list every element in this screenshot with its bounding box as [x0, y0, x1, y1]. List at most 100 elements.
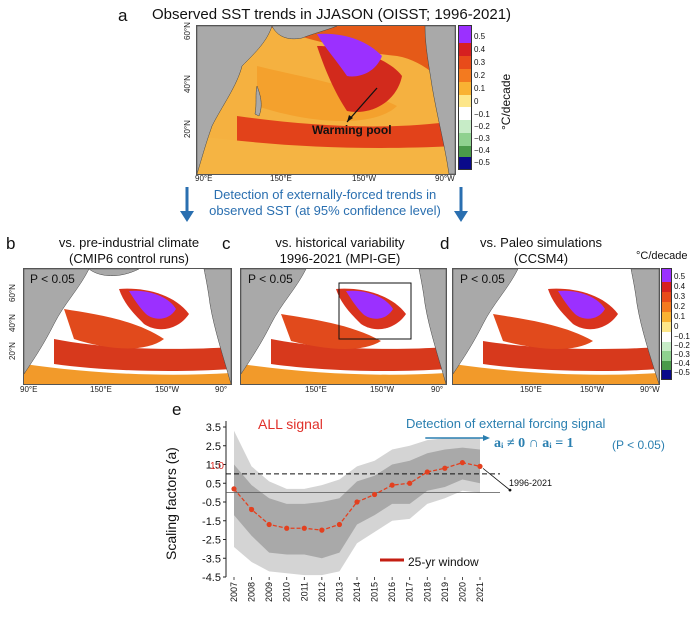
- colorbar-tick: 0: [474, 97, 479, 106]
- colorbar-tick: 0.1: [674, 312, 686, 321]
- data-point: [266, 521, 272, 528]
- x-tick-label: 2010: [282, 582, 292, 602]
- colorbar-tick: −0.3: [674, 350, 690, 359]
- colorbar-tick: −0.3: [474, 134, 490, 143]
- y-tick-label: 0.5: [206, 478, 221, 490]
- lon-tick: 90°E: [195, 174, 213, 183]
- x-tick-label: 2019: [440, 582, 450, 602]
- colorbar-tick: −0.2: [474, 122, 490, 131]
- detection-signal-label: Detection of external forcing signal: [406, 416, 606, 431]
- x-tick-label: 2015: [370, 582, 380, 602]
- y-tick-label: 2.5: [206, 441, 221, 453]
- data-point: [248, 506, 255, 513]
- panel-a-title: Observed SST trends in JJASON (OISST; 19…: [152, 6, 512, 23]
- lon-tick: 150°E: [305, 385, 327, 394]
- lon-tick: 90°: [215, 385, 228, 394]
- y-tick-label: 3.5: [206, 422, 221, 434]
- lat-tick: 60°N: [8, 284, 17, 302]
- panel-c-title: vs. historical variability 1996-2021 (MP…: [240, 235, 440, 267]
- y-tick-label: -1.5: [202, 516, 221, 528]
- period-pointer: [482, 468, 511, 491]
- lat-tick: 20°N: [8, 342, 17, 360]
- colorbar-tick: 0.5: [674, 272, 686, 281]
- colorbar-tick: 0.5: [474, 32, 486, 41]
- scaling-factor-chart: 3.5 2.5 1.5 0.5 -0.5 -1.5 -2.5 -3.5 -4.5 2007 2008…: [202, 421, 512, 602]
- lon-tick: 90°: [431, 385, 444, 394]
- x-tick-label: 2020: [457, 582, 467, 602]
- map-panel-c: [240, 268, 447, 385]
- data-point: [459, 460, 466, 466]
- panel-d-pvalue: P < 0.05: [460, 272, 505, 286]
- map-panel-b: [23, 268, 232, 385]
- x-tick-label: 2018: [422, 582, 432, 602]
- x-tick-label: 2017: [405, 582, 415, 602]
- data-point: [301, 525, 307, 531]
- colorbar-tick: 0.1: [474, 84, 486, 93]
- y-tick-label: -0.5: [202, 497, 221, 509]
- sst-map-b: [24, 269, 231, 384]
- data-point: [371, 491, 378, 498]
- colorbar-d: [661, 268, 672, 380]
- x-tick-label: 2011: [299, 582, 309, 601]
- y-tick-label: 1.5: [206, 460, 221, 472]
- panel-d-letter: d: [440, 234, 450, 253]
- lat-tick: 60°N: [183, 22, 192, 40]
- colorbar-tick: 0.4: [674, 282, 686, 291]
- data-point: [477, 463, 483, 469]
- panel-e-letter: e: [172, 400, 182, 419]
- lon-tick: 90°W: [435, 174, 455, 183]
- panel-b-pvalue: P < 0.05: [30, 272, 75, 286]
- colorbar-tick: −0.1: [474, 110, 490, 119]
- colorbar-a: [458, 25, 472, 170]
- colorbar-tick: 0.3: [474, 58, 486, 67]
- panel-d-title: vs. Paleo simulations (CCSM4): [456, 235, 626, 267]
- condition-pvalue: (P < 0.05): [612, 438, 665, 452]
- map-panel-a: [196, 25, 456, 175]
- sst-map-c: [241, 269, 446, 384]
- colorbar-a-unit: °C/decade: [499, 73, 513, 130]
- sst-map-a: [197, 26, 455, 174]
- panel-c-pvalue: P < 0.05: [248, 272, 293, 286]
- data-point: [442, 465, 448, 471]
- legend-label: 25-yr window: [408, 555, 479, 569]
- all-signal-label: ALL signal: [258, 416, 323, 432]
- panel-b-title-line1: vs. pre-industrial climate: [58, 235, 200, 250]
- colorbar-tick: −0.2: [674, 341, 690, 350]
- x-tick-label: 2009: [264, 582, 274, 602]
- y-tick-label: -4.5: [202, 572, 221, 584]
- data-point: [424, 469, 430, 475]
- x-tick-label: 2021: [475, 582, 485, 602]
- panel-b-title-line2: (CMIP6 control runs): [69, 251, 189, 266]
- colorbar-tick: 0.4: [474, 45, 486, 54]
- lon-tick: 150°E: [270, 174, 292, 183]
- data-point: [389, 482, 395, 488]
- detection-arrow-head: [483, 435, 490, 441]
- data-point: [231, 486, 237, 492]
- data-point: [336, 521, 343, 528]
- colorbar-tick: −0.4: [674, 359, 690, 368]
- colorbar-tick: 0.2: [474, 71, 486, 80]
- lat-tick: 40°N: [8, 314, 17, 332]
- lon-tick: 90°W: [640, 385, 660, 394]
- x-tick-label: 2007: [229, 582, 239, 602]
- detection-arrows: [180, 187, 468, 222]
- lon-tick: 150°E: [520, 385, 542, 394]
- data-point: [284, 525, 290, 531]
- x-tick-label: 2016: [387, 582, 397, 602]
- panel-c-title-line1: vs. historical variability: [275, 235, 405, 250]
- y-tick-label: -2.5: [202, 535, 221, 547]
- period-label: 1996-2021: [509, 478, 553, 488]
- lon-tick: 150°W: [370, 385, 395, 394]
- x-tick-label: 2008: [247, 582, 257, 602]
- condition-formula: aᵢ ≠ 0 ∩ aᵢ = 1: [494, 436, 574, 451]
- data-point: [354, 499, 360, 505]
- colorbar-d-unit: °C/decade: [636, 250, 688, 262]
- lat-tick: 20°N: [183, 120, 192, 138]
- colorbar-tick: −0.4: [474, 146, 490, 155]
- panel-c-title-line2: 1996-2021 (MPI-GE): [279, 251, 401, 266]
- x-tick-label: 2013: [334, 582, 344, 602]
- panel-b-letter: b: [6, 234, 16, 253]
- x-tick-label: 2014: [352, 582, 362, 602]
- panel-d-title-line1: vs. Paleo simulations: [479, 235, 603, 250]
- colorbar-tick: −0.1: [674, 332, 690, 341]
